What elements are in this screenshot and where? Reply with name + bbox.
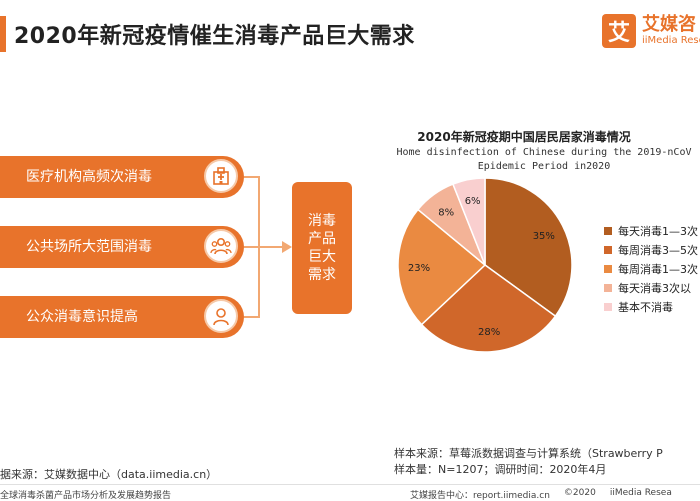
legend-swatch <box>604 227 612 235</box>
connector-to-center <box>258 246 284 248</box>
pie-slice <box>397 208 487 326</box>
logo-mark: 艾 <box>602 14 636 48</box>
connector-line <box>244 176 260 178</box>
footer-right: 艾媒报告中心：report.iimedia.cn ©2020 iiMedia R… <box>410 488 672 501</box>
hospital-icon <box>204 159 238 193</box>
footer-report-title: 全球消毒杀菌产品市场分析及发展趋势报告 <box>0 491 172 501</box>
footer-brand: iiMedia Resea <box>609 488 672 498</box>
driver-item-awareness: 公众消毒意识提高 <box>0 296 244 338</box>
pie-label: 23% <box>408 263 430 274</box>
logo-en: iiMedia Rese <box>642 35 700 46</box>
legend-label: 每周消毒1—3次 <box>618 263 698 276</box>
chart-title: 2020年新冠疫期中国居民居家消毒情况 <box>417 130 631 144</box>
legend-item: 每周消毒1—3次 <box>604 260 698 278</box>
chart-legend: 每天消毒1—3次 每周消毒3—5次 每周消毒1—3次 每天消毒3次以 基本不消毒 <box>604 222 698 317</box>
pie-label: 35% <box>533 231 555 242</box>
demand-text: 消毒产品巨大需求 <box>308 213 336 283</box>
connector-arrow-icon <box>282 241 292 253</box>
pie-label: 8% <box>438 208 454 219</box>
chart-subtitle-line2: Epidemic Period in2020 <box>477 161 611 172</box>
connector-line <box>244 246 260 248</box>
footer-copyright: ©2020 <box>563 488 596 498</box>
logo-cn: 艾媒咨 <box>642 14 696 35</box>
legend-swatch <box>604 303 612 311</box>
legend-label: 每天消毒1—3次 <box>618 225 698 238</box>
pie-slice <box>484 177 573 318</box>
pie-label: 6% <box>465 196 481 207</box>
driver-label: 公共场所大范围消毒 <box>26 239 152 255</box>
legend-swatch <box>604 265 612 273</box>
sample-source-line: 样本来源：草莓派数据调查与计算系统（Strawberry P <box>394 447 663 460</box>
legend-item: 基本不消毒 <box>604 298 698 316</box>
data-source: 据来源：艾媒数据中心（data.iimedia.cn） <box>0 468 218 481</box>
legend-swatch <box>604 284 612 292</box>
legend-label: 每天消毒3次以 <box>618 282 691 295</box>
chart-subtitle: Home disinfection of Chinese during the … <box>396 147 692 158</box>
footer-report-center: 艾媒报告中心：report.iimedia.cn <box>410 491 550 501</box>
logo-text: 艾媒咨 iiMedia Rese <box>642 15 700 47</box>
person-icon <box>204 299 238 333</box>
brand-logo: 艾 艾媒咨 iiMedia Rese <box>602 14 700 48</box>
pie-label: 28% <box>478 327 500 338</box>
page-title: 2020年新冠疫情催生消毒产品巨大需求 <box>14 24 415 49</box>
sample-size-line: 样本量：N=1207；调研时间：2020年4月 <box>394 463 607 476</box>
footer-divider <box>0 484 700 485</box>
driver-item-public: 公共场所大范围消毒 <box>0 226 244 268</box>
legend-swatch <box>604 246 612 254</box>
connector-line <box>244 316 260 318</box>
demand-box: 消毒产品巨大需求 <box>292 182 352 314</box>
legend-item: 每周消毒3—5次 <box>604 241 698 259</box>
legend-label: 每周消毒3—5次 <box>618 244 698 257</box>
legend-item: 每天消毒3次以 <box>604 279 698 297</box>
crowd-icon <box>204 229 238 263</box>
sample-source: 样本来源：草莓派数据调查与计算系统（Strawberry P 样本量：N=120… <box>394 446 663 478</box>
pie-slice <box>420 264 557 353</box>
title-accent-bar <box>0 16 6 52</box>
driver-item-medical: 医疗机构高频次消毒 <box>0 156 244 198</box>
pie-slice <box>451 177 486 266</box>
legend-item: 每天消毒1—3次 <box>604 222 698 240</box>
driver-label: 公众消毒意识提高 <box>26 309 138 325</box>
legend-label: 基本不消毒 <box>618 301 673 314</box>
driver-label: 医疗机构高频次消毒 <box>26 169 152 185</box>
